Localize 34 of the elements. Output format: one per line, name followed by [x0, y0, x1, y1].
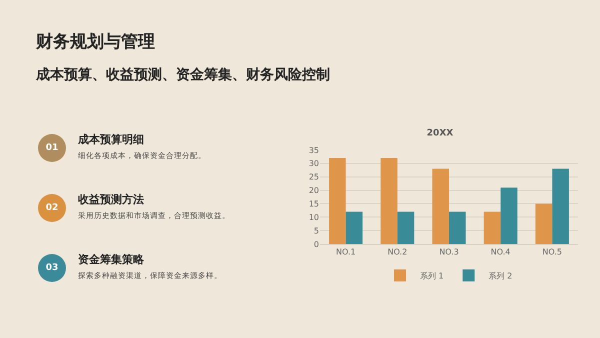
bar — [535, 204, 552, 244]
circle-badge: 01 — [38, 134, 66, 162]
y-tick-label: 15 — [308, 200, 319, 209]
bar — [484, 212, 501, 244]
chart-title: 20XX — [426, 128, 454, 138]
legend-label: 系列 2 — [488, 272, 512, 281]
y-tick-label: 0 — [314, 240, 319, 249]
x-tick-label: NO.2 — [388, 248, 408, 257]
circle-badge: 02 — [38, 194, 66, 222]
bar — [380, 158, 398, 244]
bar — [329, 158, 346, 244]
bar — [346, 212, 363, 244]
y-tick-label: 5 — [314, 226, 319, 236]
y-tick-label: 25 — [308, 172, 319, 182]
bar — [397, 212, 414, 244]
x-tick-label: NO.5 — [542, 248, 562, 257]
y-tick-label: 10 — [308, 212, 319, 222]
y-tick-label: 35 — [308, 146, 319, 155]
y-tick-label: 20 — [308, 186, 319, 196]
bar — [449, 212, 466, 244]
bar — [432, 168, 449, 244]
text: 成本预算明细 — [78, 132, 144, 147]
bar — [500, 188, 518, 244]
text: 资金筹集策略 — [78, 252, 144, 267]
circle-badge: 03 — [38, 254, 66, 282]
text: 收益预测方法 — [78, 192, 144, 207]
text: 成本预算、收益预测、资金筹集、财务风险控制 — [36, 66, 330, 84]
legend-label: 系列 1 — [420, 272, 444, 281]
x-tick-label: NO.3 — [439, 248, 459, 257]
x-tick-label: NO.1 — [336, 248, 356, 257]
x-tick-label: NO.4 — [490, 248, 510, 257]
bar — [552, 168, 569, 244]
text: 财务规划与管理 — [36, 31, 155, 53]
y-tick-label: 30 — [308, 159, 319, 168]
